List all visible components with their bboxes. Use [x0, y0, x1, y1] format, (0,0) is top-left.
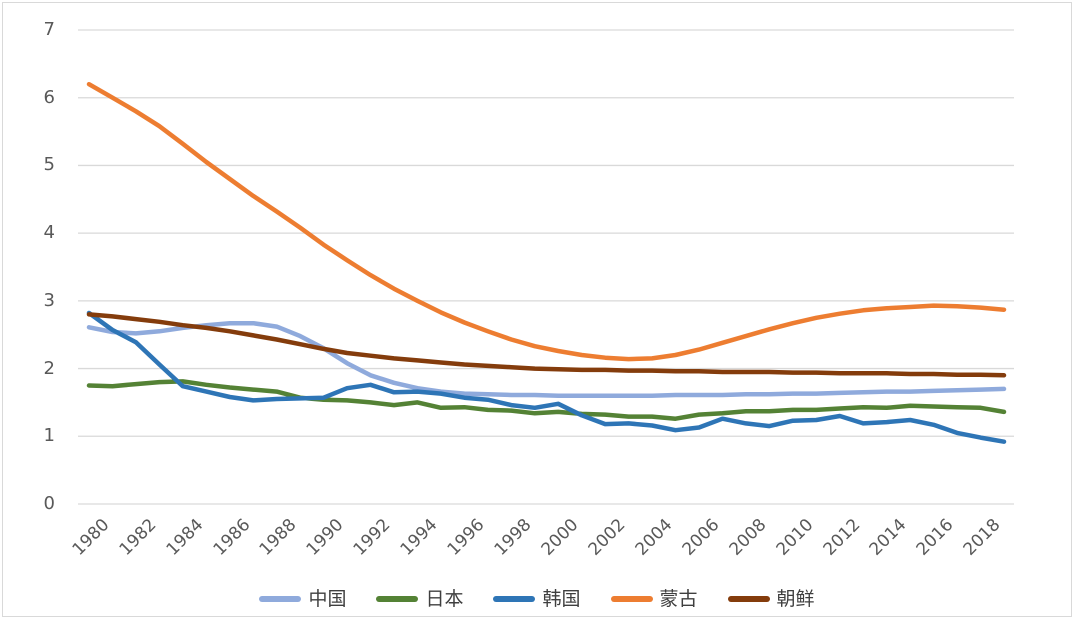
legend-item-china: 中国 — [259, 587, 346, 611]
series-line-中国 — [86, 320, 1007, 398]
legend-label-south-korea: 韩国 — [542, 588, 581, 610]
japan-line-swatch — [376, 596, 419, 602]
series-line-韩国 — [86, 310, 1007, 444]
y-tick-label: 0 — [43, 493, 55, 514]
south-korea-line-swatch — [493, 596, 536, 602]
y-tick-label: 6 — [43, 86, 55, 108]
legend-label-north-korea: 朝鲜 — [776, 588, 815, 610]
line-chart — [78, 29, 1014, 505]
legend-label-china: 中国 — [308, 588, 347, 610]
y-tick-label: 5 — [43, 154, 55, 176]
legend-item-south-korea: 韩国 — [493, 587, 581, 611]
chart-legend: 中国 日本 韩国 蒙古 朝鲜 — [3, 587, 1071, 611]
legend-label-mongolia: 蒙古 — [659, 588, 698, 610]
china-line-swatch — [259, 596, 302, 602]
series-line-日本 — [86, 379, 1007, 421]
y-tick-label: 2 — [43, 357, 55, 379]
legend-item-japan: 日本 — [376, 587, 463, 611]
north-korea-line-swatch — [727, 596, 770, 602]
y-tick-label: 1 — [43, 425, 55, 447]
y-tick-label: 7 — [43, 19, 55, 40]
mongolia-line-swatch — [610, 596, 653, 602]
series-line-朝鲜 — [86, 312, 1007, 378]
series-line-蒙古 — [86, 81, 1007, 362]
legend-item-mongolia: 蒙古 — [610, 587, 698, 611]
y-tick-label: 4 — [43, 222, 55, 244]
legend-item-north-korea: 朝鲜 — [727, 587, 815, 611]
y-tick-label: 3 — [43, 289, 55, 311]
legend-label-japan: 日本 — [425, 588, 464, 610]
